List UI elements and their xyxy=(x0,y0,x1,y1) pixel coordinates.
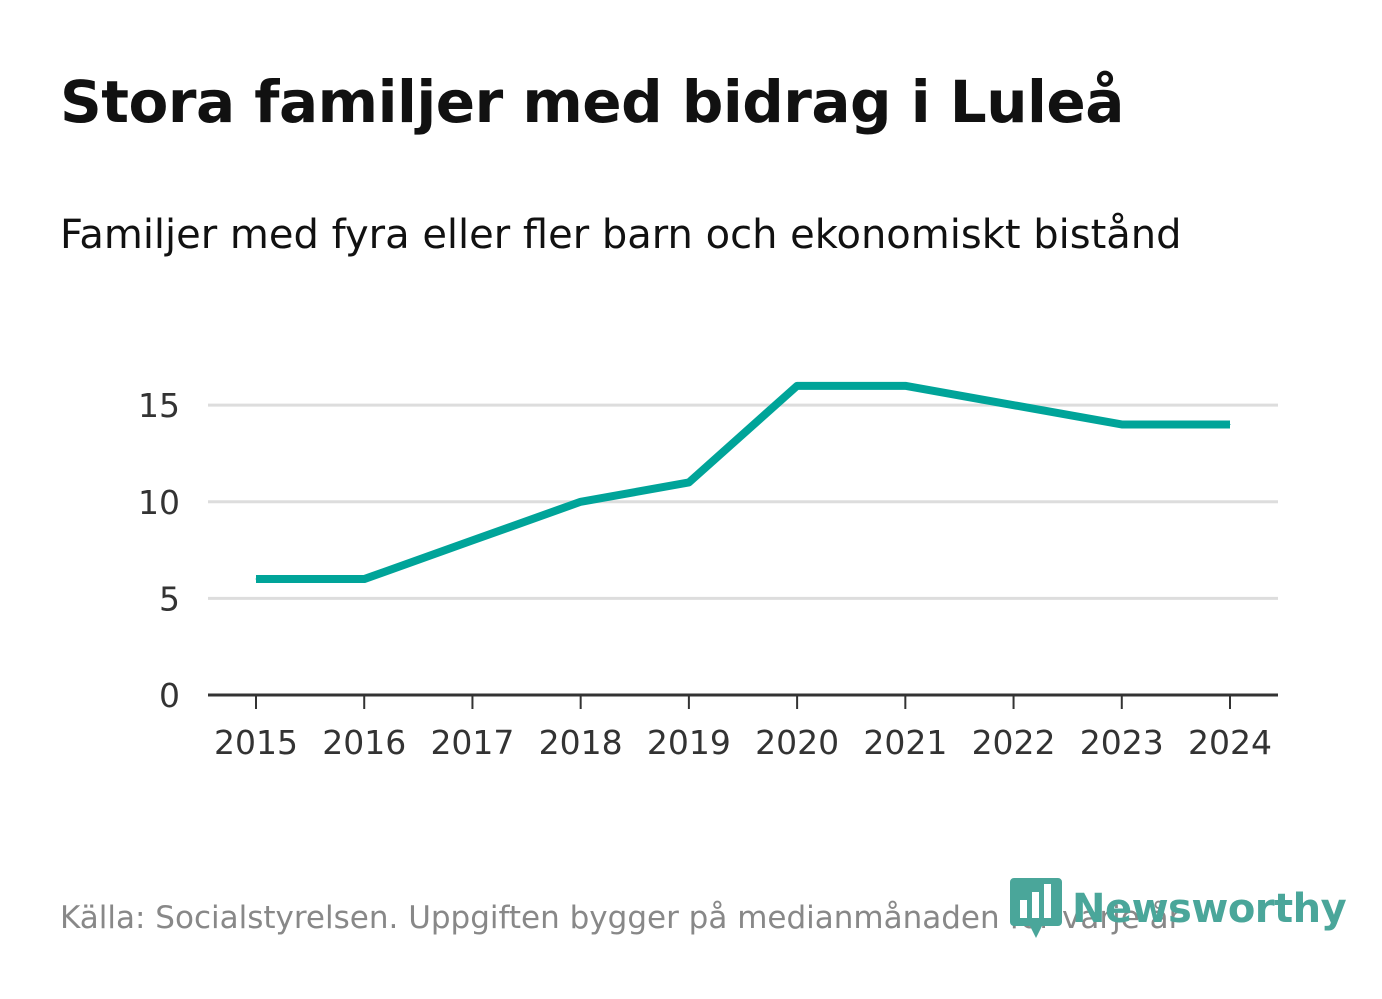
x-tick-label-2017: 2017 xyxy=(430,723,514,762)
y-tick-label-15: 15 xyxy=(138,386,180,425)
axes xyxy=(208,693,1278,709)
series-line-0 xyxy=(256,381,1230,584)
x-tick-label-2022: 2022 xyxy=(972,723,1056,762)
data-point-2020 xyxy=(796,385,798,387)
chart-title: Stora familjer med bidrag i Luleå xyxy=(60,68,1124,136)
y-tick-label-5: 5 xyxy=(159,579,180,618)
x-tick-label-2020: 2020 xyxy=(755,723,839,762)
data-point-2024 xyxy=(1229,423,1231,425)
data-point-2015 xyxy=(255,578,257,580)
series xyxy=(255,381,1231,584)
x-tick-label-2021: 2021 xyxy=(863,723,947,762)
x-tick-label-2015: 2015 xyxy=(214,723,298,762)
grid-lines xyxy=(208,403,1278,600)
source-note: Källa: Socialstyrelsen. Uppgiften bygger… xyxy=(60,900,1182,936)
x-tick-label-2018: 2018 xyxy=(539,723,623,762)
newsworthy-logo: Newsworthy xyxy=(1010,878,1347,940)
y-tick-label-10: 10 xyxy=(138,483,180,522)
chart-subtitle: Familjer med fyra eller fler barn och ek… xyxy=(60,212,1182,258)
data-point-2016 xyxy=(363,578,365,580)
tick-labels: 0 5 10 15 2015 2016 2017 2018 2019 2020 2021 2022 20… xyxy=(138,386,1272,762)
data-point-2017 xyxy=(471,539,473,541)
data-point-2019 xyxy=(688,481,690,483)
data-point-2021 xyxy=(904,385,906,387)
x-tick-label-2023: 2023 xyxy=(1080,723,1164,762)
x-tick-label-2019: 2019 xyxy=(647,723,731,762)
data-point-2022 xyxy=(1013,404,1015,406)
x-tick-label-2016: 2016 xyxy=(322,723,406,762)
data-point-2018 xyxy=(580,501,582,503)
data-point-2023 xyxy=(1121,423,1123,425)
brand-name: Newsworthy xyxy=(1072,886,1347,932)
y-tick-label-0: 0 xyxy=(159,676,180,715)
x-tick-label-2024: 2024 xyxy=(1188,723,1272,762)
bar-chart-pin-icon xyxy=(1010,878,1062,938)
